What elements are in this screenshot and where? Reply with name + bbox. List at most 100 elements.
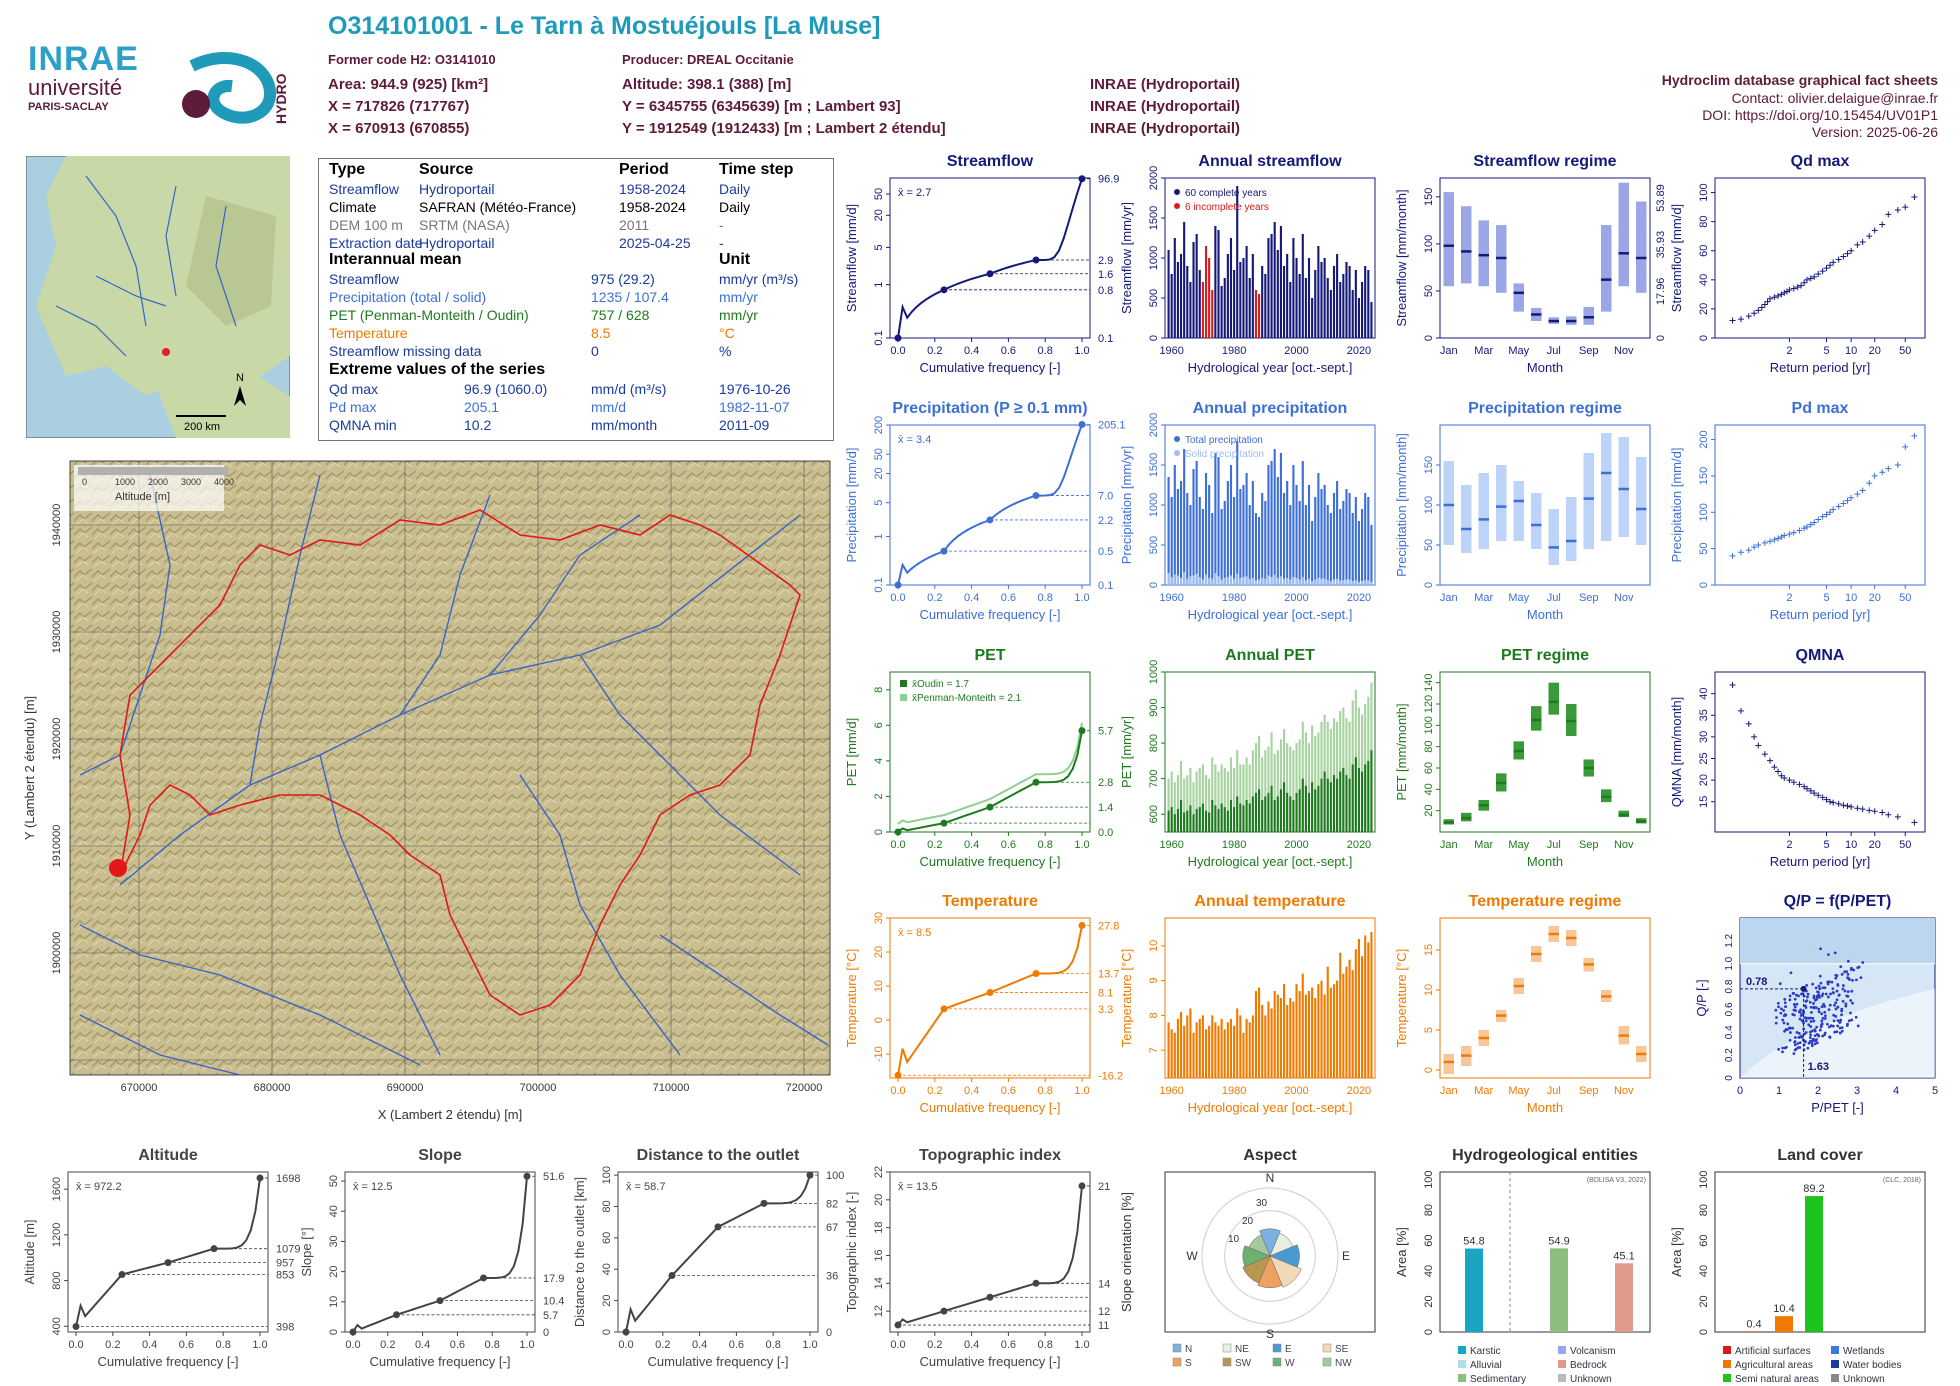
x-axis-label: Cumulative frequency [-] — [920, 854, 1061, 869]
legend-label: NW — [1335, 1358, 1352, 1369]
data-point — [1803, 276, 1810, 283]
map-legend-tick: 2000 — [148, 477, 168, 487]
bar — [1267, 465, 1270, 585]
bar-solid — [1317, 577, 1320, 585]
data-point — [1737, 707, 1744, 714]
quantile-value-label: 0.5 — [1098, 546, 1113, 558]
data-point — [1793, 1005, 1797, 1009]
bar — [1286, 1004, 1289, 1078]
regime-box — [1443, 192, 1454, 287]
quantile-point — [1032, 778, 1040, 786]
data-point — [1783, 1001, 1787, 1005]
energy-limit-area — [1740, 918, 1935, 964]
data-point — [1776, 1001, 1780, 1005]
y-tick-label: 80 — [1423, 741, 1435, 753]
bar — [1220, 1018, 1223, 1078]
x-tick-label: 0.4 — [964, 1339, 979, 1351]
legend-swatch — [1558, 1346, 1566, 1354]
regime-box — [1636, 457, 1647, 545]
bar — [1236, 441, 1239, 585]
y-tick-label: 0 — [1724, 1075, 1735, 1081]
extreme-cell: 10.2 — [464, 417, 492, 433]
quantile-point — [940, 286, 948, 294]
y-tick-label: 500 — [1148, 536, 1160, 554]
budyko-area — [1740, 988, 1935, 1078]
bar — [1220, 509, 1223, 585]
bar — [1239, 262, 1242, 338]
regime-box — [1531, 493, 1542, 549]
x-tick-label: 0.2 — [927, 839, 942, 851]
data-point — [1838, 1020, 1842, 1024]
bar — [1345, 489, 1348, 585]
y-tick-label: 150 — [1698, 467, 1710, 485]
x-tick-label: 0.0 — [68, 1339, 83, 1351]
bar — [1201, 509, 1204, 585]
data-point — [1782, 1021, 1786, 1025]
bar-penman — [1251, 750, 1254, 832]
bar-solid — [1282, 578, 1286, 585]
regime-box — [1513, 481, 1524, 541]
y-tick-label: 8 — [1148, 1012, 1160, 1018]
bar-solid — [1304, 580, 1307, 585]
y-tick-label: 1.0 — [1724, 956, 1735, 970]
bar — [1173, 238, 1176, 338]
y-tick-label: 0 — [1423, 335, 1435, 341]
chart-qmna: QMNA Return period [yr] QMNA [mm/month] 15 2… — [1669, 647, 1926, 869]
bar — [1248, 505, 1251, 585]
data-point — [1800, 1019, 1804, 1023]
table-cell: Climate — [329, 199, 377, 215]
plot-area — [889, 177, 1091, 339]
right-axis-label: 35.93 — [1655, 231, 1667, 259]
x-tick-label: 4 — [1893, 1085, 1899, 1097]
x-tick-label: 0.8 — [1038, 592, 1053, 604]
bar — [1357, 521, 1361, 585]
bar — [1198, 497, 1201, 585]
bar — [1270, 234, 1273, 338]
bar-penman — [1198, 768, 1201, 832]
y-tick-label: 1 — [873, 533, 885, 539]
ring — [1201, 1187, 1339, 1325]
chart-title: Temperature regime — [1469, 893, 1622, 910]
extreme-cell: mm/d — [591, 399, 626, 415]
bar — [1242, 258, 1245, 338]
data-point — [1871, 808, 1878, 815]
data-point — [1807, 1041, 1811, 1045]
y-axis-label: Streamflow [mm/d] — [844, 204, 859, 312]
y-tick-label: 15 — [1423, 944, 1435, 956]
table-cell: - — [719, 217, 724, 233]
bar — [1208, 812, 1211, 832]
data-point — [1786, 287, 1793, 293]
y-tick-label: 40 — [1698, 1265, 1710, 1277]
data-point — [1755, 307, 1762, 314]
bar — [1186, 266, 1189, 338]
data-point — [1793, 1036, 1797, 1039]
x-tick-label: 2000 — [1284, 345, 1308, 357]
aspect-sector — [1242, 1245, 1271, 1267]
bar-penman — [1254, 743, 1258, 832]
bar — [1367, 270, 1370, 338]
data-point — [1745, 313, 1752, 320]
table-header: Period — [619, 161, 669, 178]
bar — [1176, 489, 1179, 585]
y-tick-label: 0.8 — [1724, 979, 1735, 993]
bar — [1242, 805, 1245, 832]
bar — [1354, 497, 1357, 585]
x-tick-label: 0.8 — [1038, 1085, 1053, 1097]
bar — [1179, 481, 1183, 585]
legend-label: Unknown — [1570, 1374, 1612, 1385]
y-tick-label: 50 — [1423, 539, 1435, 551]
y-tick-label: 120 — [1423, 695, 1435, 713]
x-tick-label: Mar — [1474, 1085, 1493, 1097]
data-point — [1788, 998, 1792, 1002]
bar — [1229, 800, 1233, 832]
x-tick-label: 1 — [1776, 1085, 1782, 1097]
bar — [1329, 513, 1332, 585]
x-tick-label: 0.6 — [1001, 1085, 1016, 1097]
x-tick-label: 0.0 — [345, 1339, 360, 1351]
table-cell: 2025-04-25 — [619, 235, 691, 251]
data-point — [1827, 509, 1834, 516]
bar — [1320, 778, 1323, 832]
x-lambert93: X = 717826 (717767) — [328, 98, 470, 115]
bar — [1236, 186, 1239, 338]
x-tick-label: Sep — [1579, 592, 1599, 604]
